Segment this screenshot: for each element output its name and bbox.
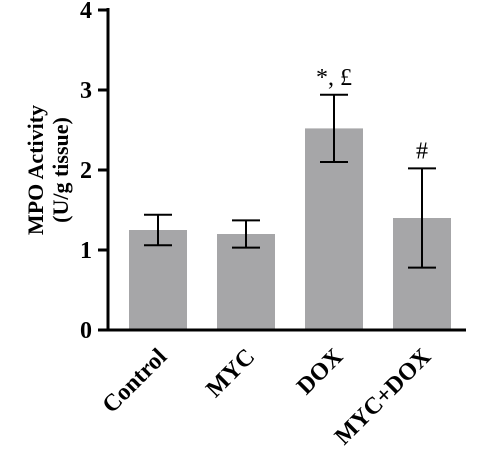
y-tick-label: 0 [80, 318, 92, 344]
annotations-layer: *, £ # [316, 65, 428, 165]
bar-myc [217, 234, 275, 330]
axes-layer [98, 8, 466, 332]
bar-control [129, 230, 187, 330]
y-tick-label: 2 [80, 158, 92, 184]
significance-annotation: *, £ [316, 65, 352, 91]
y-tick-labels: 0 1 2 3 4 [80, 0, 92, 344]
y-axis-title-line2: (U/g tissue) [48, 117, 73, 223]
y-tick-label: 1 [80, 238, 92, 264]
y-tick-label: 4 [80, 0, 92, 24]
bars-layer [129, 128, 451, 330]
y-axis-title-line1: MPO Activity [23, 105, 48, 235]
x-tick-label: MYC+DOX [330, 343, 437, 450]
x-tick-label: MYC [201, 344, 260, 403]
significance-annotation: # [416, 138, 428, 164]
error-bars-layer [144, 93, 436, 269]
y-axis-title: MPO Activity (U/g tissue) [23, 105, 73, 235]
y-tick-label: 3 [80, 78, 92, 104]
x-tick-label: Control [98, 344, 173, 419]
x-tick-label: DOX [292, 343, 349, 400]
